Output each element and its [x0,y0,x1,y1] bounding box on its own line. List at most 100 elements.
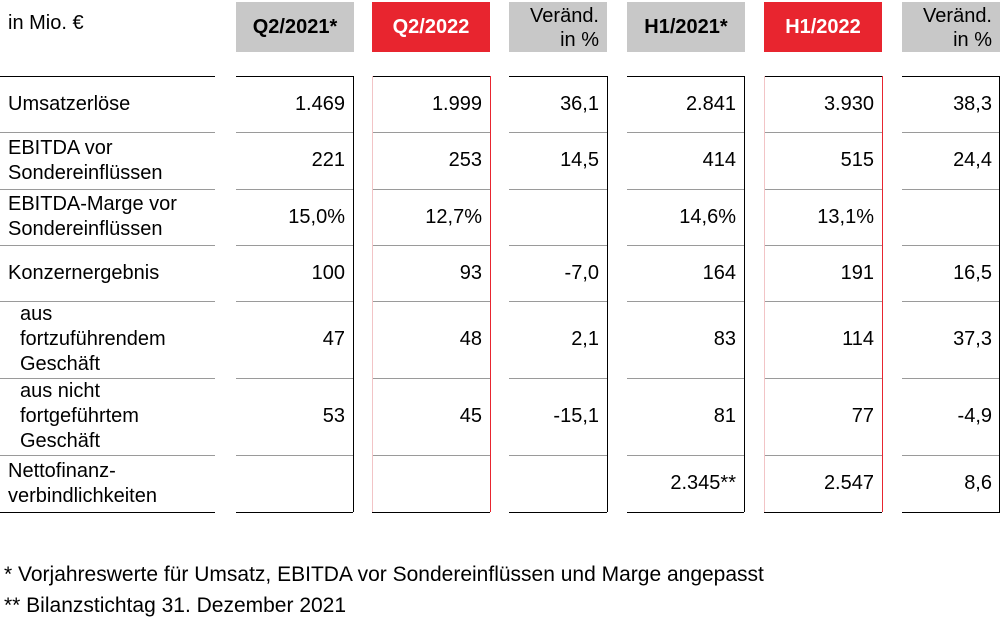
row-divider [372,378,490,379]
row-label-line: Konzernergebnis [8,261,160,284]
header-h1-2022: H1/2022 [764,2,882,52]
row-divider [902,301,1000,302]
column-border [764,76,765,512]
table-cell: 100 [311,261,345,284]
table-cell: 2,1 [571,328,599,350]
row-divider [764,301,882,302]
table-cell: 221 [311,149,345,171]
column-border [882,76,883,512]
row-divider [764,378,882,379]
row-label-line: aus nicht [20,380,101,402]
table-cell: 77 [851,405,874,427]
table-cell: 1.999 [431,92,482,115]
row-label-line: Geschäft [20,430,101,452]
header-h1-2021: H1/2021* [627,2,745,52]
row-divider [627,245,744,246]
row-divider [627,132,744,133]
row-label-line: EBITDA-Marge vor [8,193,177,215]
row-label: Umsatzerlöse [8,76,130,132]
row-divider [0,512,215,513]
row-divider [0,76,215,77]
column-border [607,76,608,512]
row-divider [764,76,882,77]
row-label-line: verbindlichkeiten [8,484,157,507]
unit-label: in Mio. € [8,12,84,34]
row-divider [627,378,744,379]
row-divider [0,378,215,379]
row-divider [236,76,353,77]
row-divider [509,132,607,133]
row-divider [0,301,215,302]
row-divider [372,245,490,246]
row-divider [509,189,607,190]
table-cell: 253 [448,149,482,171]
row-divider [509,245,607,246]
row-divider [627,512,744,513]
row-divider [236,512,353,513]
row-divider [627,455,744,456]
header-change-q2-line1: Veränd. [530,5,599,27]
row-divider [627,189,744,190]
row-label: Konzernergebnis [8,245,159,301]
table-cell: 48 [459,328,482,350]
row-divider [372,132,490,133]
table-cell: 93 [459,261,482,284]
row-divider [902,378,1000,379]
row-divider [0,132,215,133]
table-cell: 8,6 [964,472,992,494]
row-label-line: Sondereinflüssen [8,218,163,240]
table-cell: 15,0% [288,205,345,228]
table-cell: 114 [842,328,874,350]
column-border [372,76,373,512]
row-divider [0,245,215,246]
row-label-line: Umsatzerlöse [8,92,131,115]
header-q2-2021: Q2/2021* [236,2,354,52]
table-cell: 13,1% [817,205,874,228]
row-divider [236,132,353,133]
row-label-line: Geschäft [20,353,101,375]
table-cell: 12,7% [425,205,482,228]
row-label-line: fortgeführtem [20,405,139,427]
table-cell: 2.841 [685,92,736,115]
table-cell: 2.345** [670,472,736,494]
column-border [744,76,745,512]
row-divider [627,301,744,302]
table-cell: 24,4 [953,149,992,171]
table-cell: -15,1 [553,405,599,427]
row-label-line: EBITDA vor [8,136,113,159]
table-cell: 37,3 [953,328,992,350]
row-label: EBITDA vor Sondereinflüssen [8,132,163,189]
row-divider [372,512,490,513]
table-cell: 3.930 [823,92,874,115]
row-label: aus nicht fortgeführtem Geschäft [20,378,139,455]
table-cell: 515 [840,149,874,171]
table-cell: 36,1 [560,92,599,115]
table-cell: -4,9 [957,405,992,427]
row-divider [372,76,490,77]
table-cell: 14,6% [679,205,736,228]
row-divider [902,132,1000,133]
table-cell: 2.547 [823,472,874,494]
table-cell: 16,5 [953,261,992,284]
row-divider [236,245,353,246]
row-divider [372,301,490,302]
row-label: aus fortzuführendem Geschäft [20,301,166,378]
table-cell [509,189,599,245]
table-cell [372,455,482,512]
row-divider [372,455,490,456]
row-divider [236,378,353,379]
table-cell: 1.469 [294,92,345,115]
row-divider [0,189,215,190]
header-change-h1: Veränd. in % [902,2,1000,52]
row-divider [764,189,882,190]
column-border [490,76,491,512]
row-divider [0,455,215,456]
row-divider [236,301,353,302]
table-cell: 164 [702,261,736,284]
row-divider [764,245,882,246]
header-change-h1-line2: in % [953,29,992,51]
table-cell: 81 [713,405,736,427]
row-divider [509,512,607,513]
row-divider [902,245,1000,246]
row-label-line: fortzuführendem [20,328,166,350]
